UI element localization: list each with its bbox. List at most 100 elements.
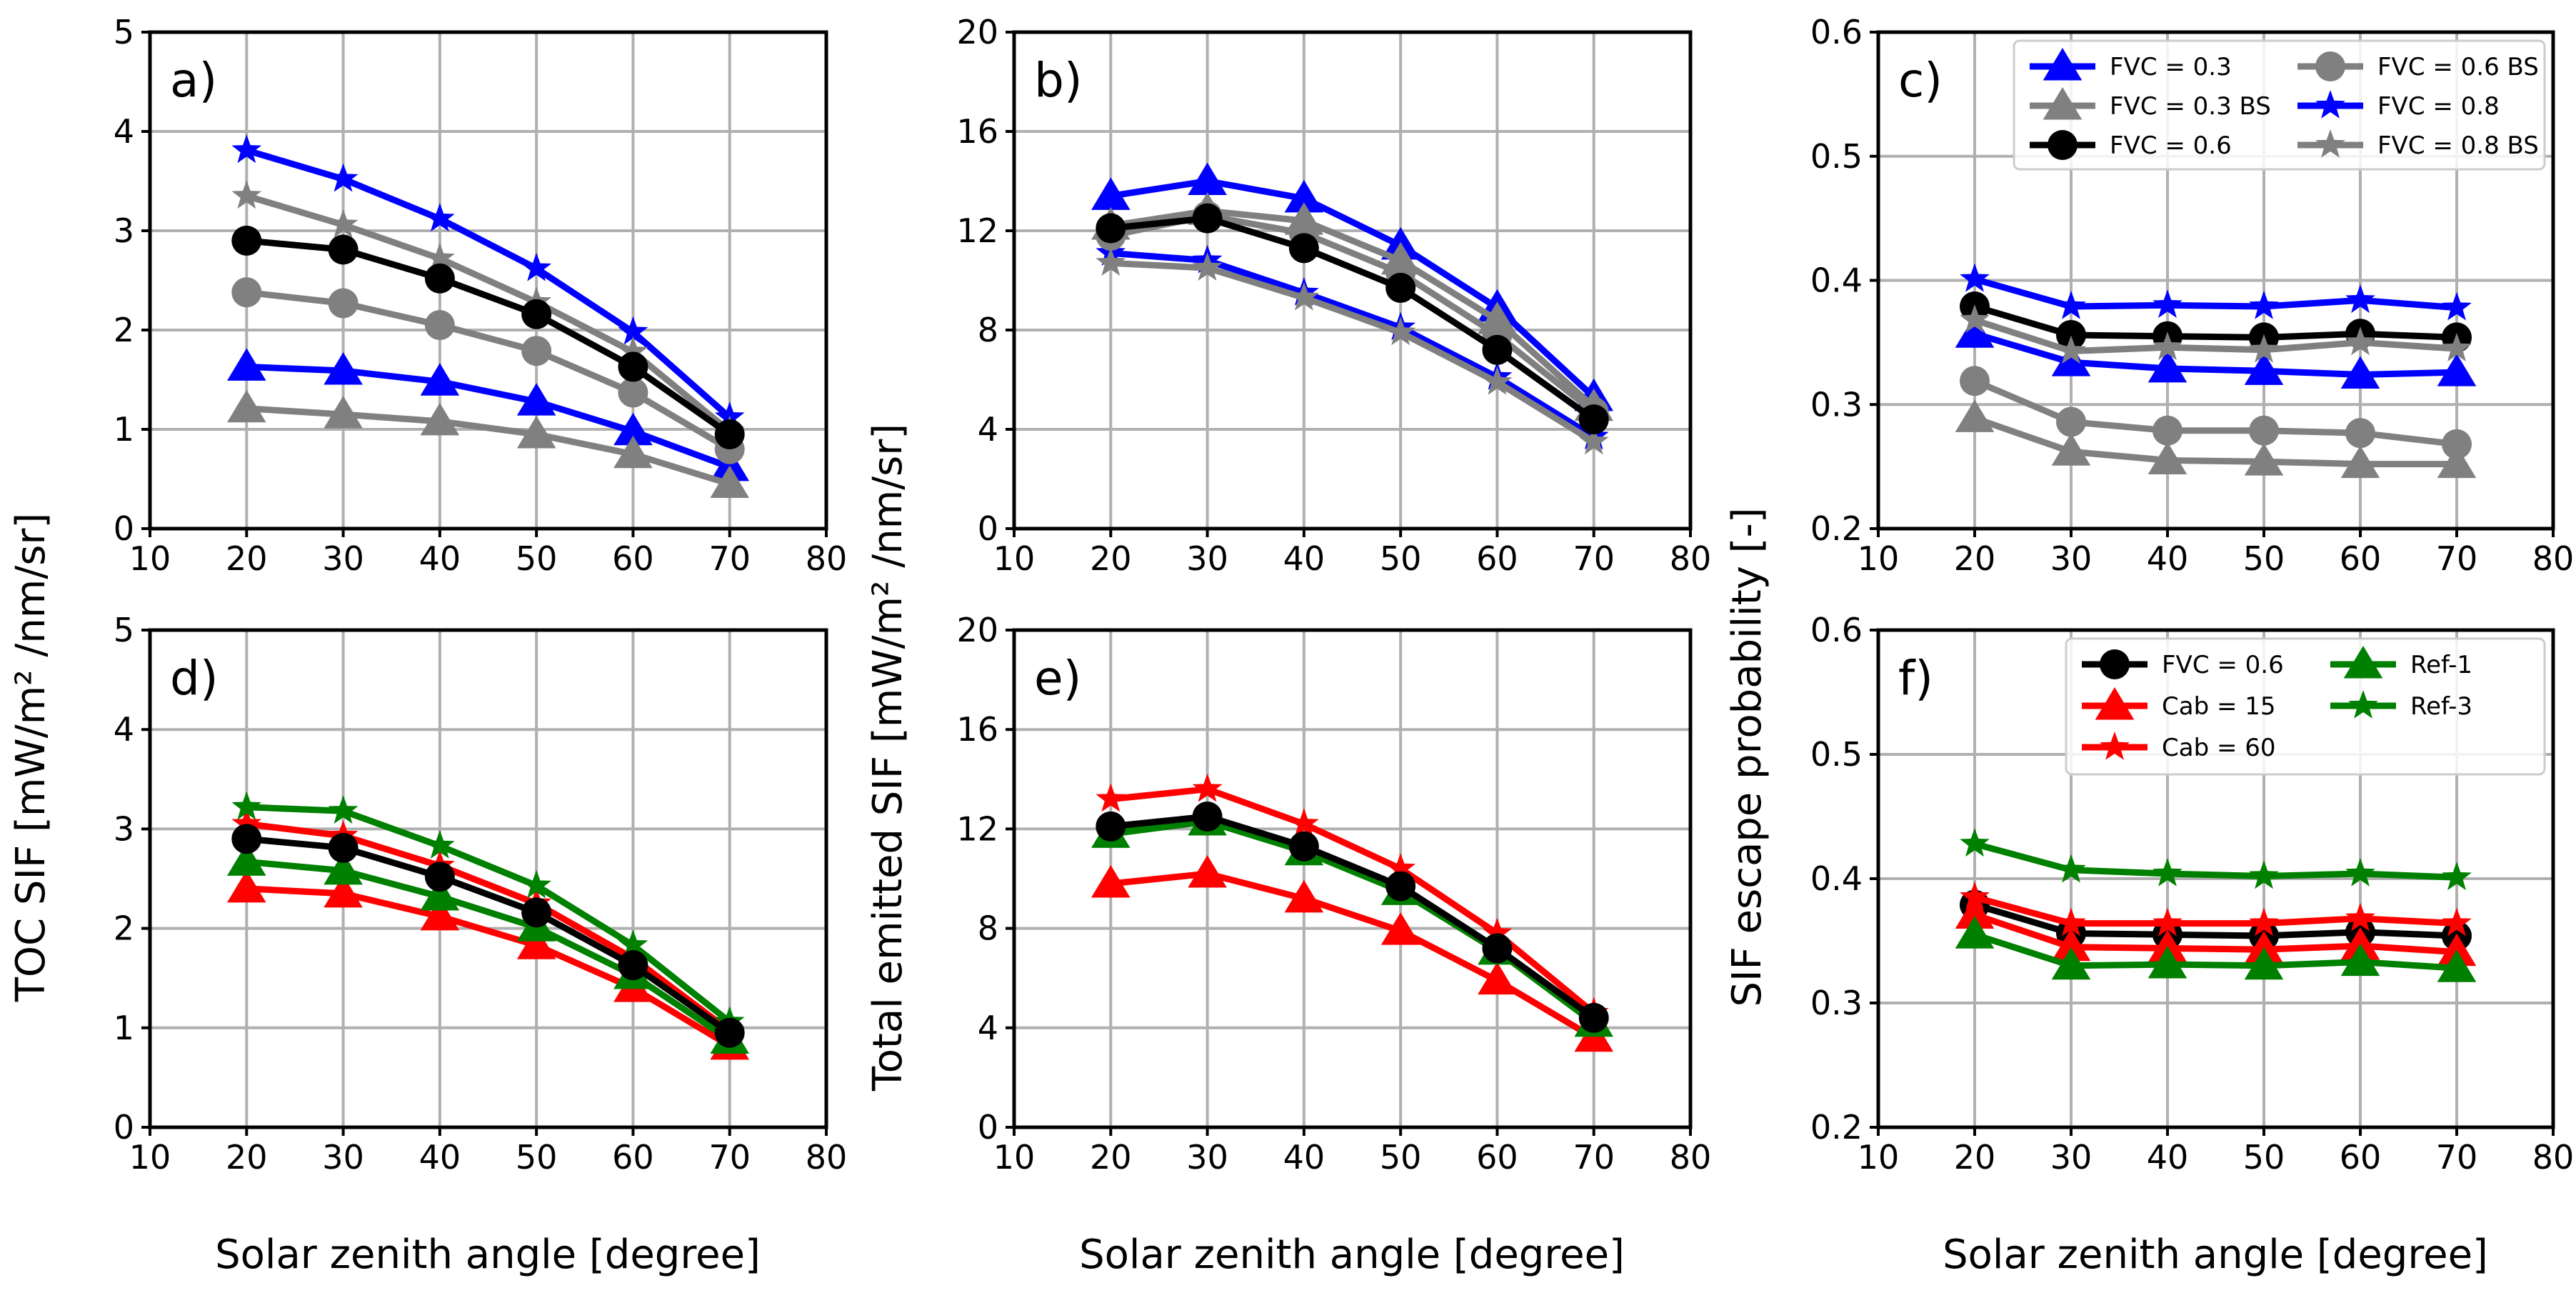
legend-marker (2343, 646, 2383, 679)
x-tick-label: 40 (2147, 539, 2189, 578)
y-tick-label: 0.3 (1810, 385, 1863, 424)
series-line (1111, 259, 1596, 445)
series-cab-60 (1960, 882, 2472, 937)
y-tick-label: 20 (956, 611, 998, 649)
data-point (2152, 331, 2182, 361)
x-tick-label: 80 (1670, 539, 1712, 578)
y-tick-label: 0 (978, 1108, 998, 1147)
x-tick-label: 40 (419, 1138, 461, 1177)
series-cab-60 (1096, 773, 1609, 1026)
data-point (2056, 406, 2086, 437)
data-point (2244, 443, 2284, 476)
y-tick-label: 4 (978, 1009, 998, 1047)
y-tick-label: 2 (114, 311, 134, 349)
data-point (1288, 831, 1319, 862)
series-fvc-0-6-bs (1960, 366, 2472, 459)
data-point (328, 288, 359, 319)
data-point (324, 351, 363, 385)
x-tick-label: 50 (516, 539, 558, 578)
legend-box (2065, 637, 2546, 776)
data-point (2147, 946, 2187, 979)
data-point (714, 1017, 745, 1048)
panel-label: f) (1898, 651, 1933, 706)
panel-label: a) (170, 53, 217, 108)
legend: FVC = 0.6 Ref-1 Cab = 15 Ref-3 Cab = 60 (2065, 637, 2546, 776)
x-tick-label: 30 (2050, 1138, 2093, 1177)
x-tick-label: 10 (1858, 1138, 1900, 1177)
x-tick-label: 50 (2243, 539, 2285, 578)
x-tick-label: 10 (129, 1138, 171, 1177)
data-point (1385, 853, 1416, 882)
plot-frame (1876, 30, 2555, 531)
y-tick-label: 4 (114, 112, 134, 151)
series-line (1110, 178, 1596, 400)
data-point (328, 234, 359, 265)
x-tick-label: 40 (1283, 539, 1325, 578)
data-point (2244, 352, 2284, 385)
data-point (324, 874, 363, 908)
panel-label: c) (1898, 53, 1943, 108)
data-point (618, 351, 648, 382)
data-point (521, 897, 552, 928)
data-point (2437, 354, 2477, 386)
data-point (226, 869, 266, 903)
x-tick-label: 20 (226, 1138, 268, 1177)
data-point (1385, 272, 1416, 303)
series-line (1973, 330, 2457, 378)
data-point (1096, 811, 1126, 842)
series-line (246, 289, 731, 452)
plot-frame (1012, 628, 1693, 1129)
y-tick-label: 0.3 (1810, 984, 1863, 1022)
series-line (1973, 378, 2457, 448)
data-point (613, 435, 653, 469)
y-tick-label: 0.2 (1810, 1108, 1863, 1147)
y-tick-label: 0 (114, 1108, 134, 1147)
series-line (246, 804, 732, 1024)
series-line (246, 835, 732, 1036)
data-point (2442, 333, 2472, 361)
data-point (2152, 907, 2182, 937)
x-tick-label: 70 (1573, 1138, 1615, 1177)
legend-item: FVC = 0.3 (2030, 48, 2232, 81)
plot-frame (1876, 628, 2555, 1129)
data-point (2340, 356, 2380, 389)
series-ref-1 (1955, 916, 2477, 982)
data-point (420, 878, 460, 911)
panel-label: e) (1034, 651, 1081, 706)
data-point (1288, 281, 1319, 311)
data-point (521, 336, 552, 366)
data-point (1955, 315, 1995, 348)
data-point (2442, 907, 2472, 937)
data-point (521, 252, 552, 281)
legend-item: FVC = 0.8 BS (2297, 129, 2539, 160)
data-point (1192, 203, 1223, 234)
series-fvc-0-8-bs (1960, 304, 2472, 364)
legend-label: FVC = 0.6 (2110, 131, 2232, 160)
data-point (2056, 319, 2086, 350)
data-point (521, 869, 552, 899)
x-tick-label: 40 (1283, 1138, 1325, 1177)
series-line (246, 363, 731, 471)
data-point (1096, 213, 1126, 244)
y-label-total-sif: Total emitted SIF [mW/m² /nm/sr] (865, 424, 911, 1092)
data-point (2051, 433, 2091, 466)
data-point (2345, 858, 2375, 887)
data-point (2051, 344, 2091, 376)
series-line (246, 405, 731, 487)
series-fvc-0-6 (1096, 802, 1609, 1033)
x-tick-label: 40 (419, 539, 461, 578)
data-point (1192, 773, 1223, 802)
series-line (1973, 316, 2457, 354)
legend-item: FVC = 0.6 (2082, 649, 2284, 679)
y-tick-label: 3 (114, 211, 134, 250)
data-point (2437, 949, 2477, 982)
data-point (1960, 828, 1990, 857)
legend-item: Cab = 60 (2082, 732, 2276, 762)
x-label-b: Solar zenith angle [degree] (1079, 1232, 1625, 1278)
legend-item: FVC = 0.8 (2297, 90, 2500, 121)
data-point (1578, 404, 1609, 435)
data-point (1482, 334, 1513, 365)
legend-item: Cab = 15 (2082, 687, 2276, 721)
data-point (2340, 943, 2380, 977)
data-point (618, 316, 648, 345)
